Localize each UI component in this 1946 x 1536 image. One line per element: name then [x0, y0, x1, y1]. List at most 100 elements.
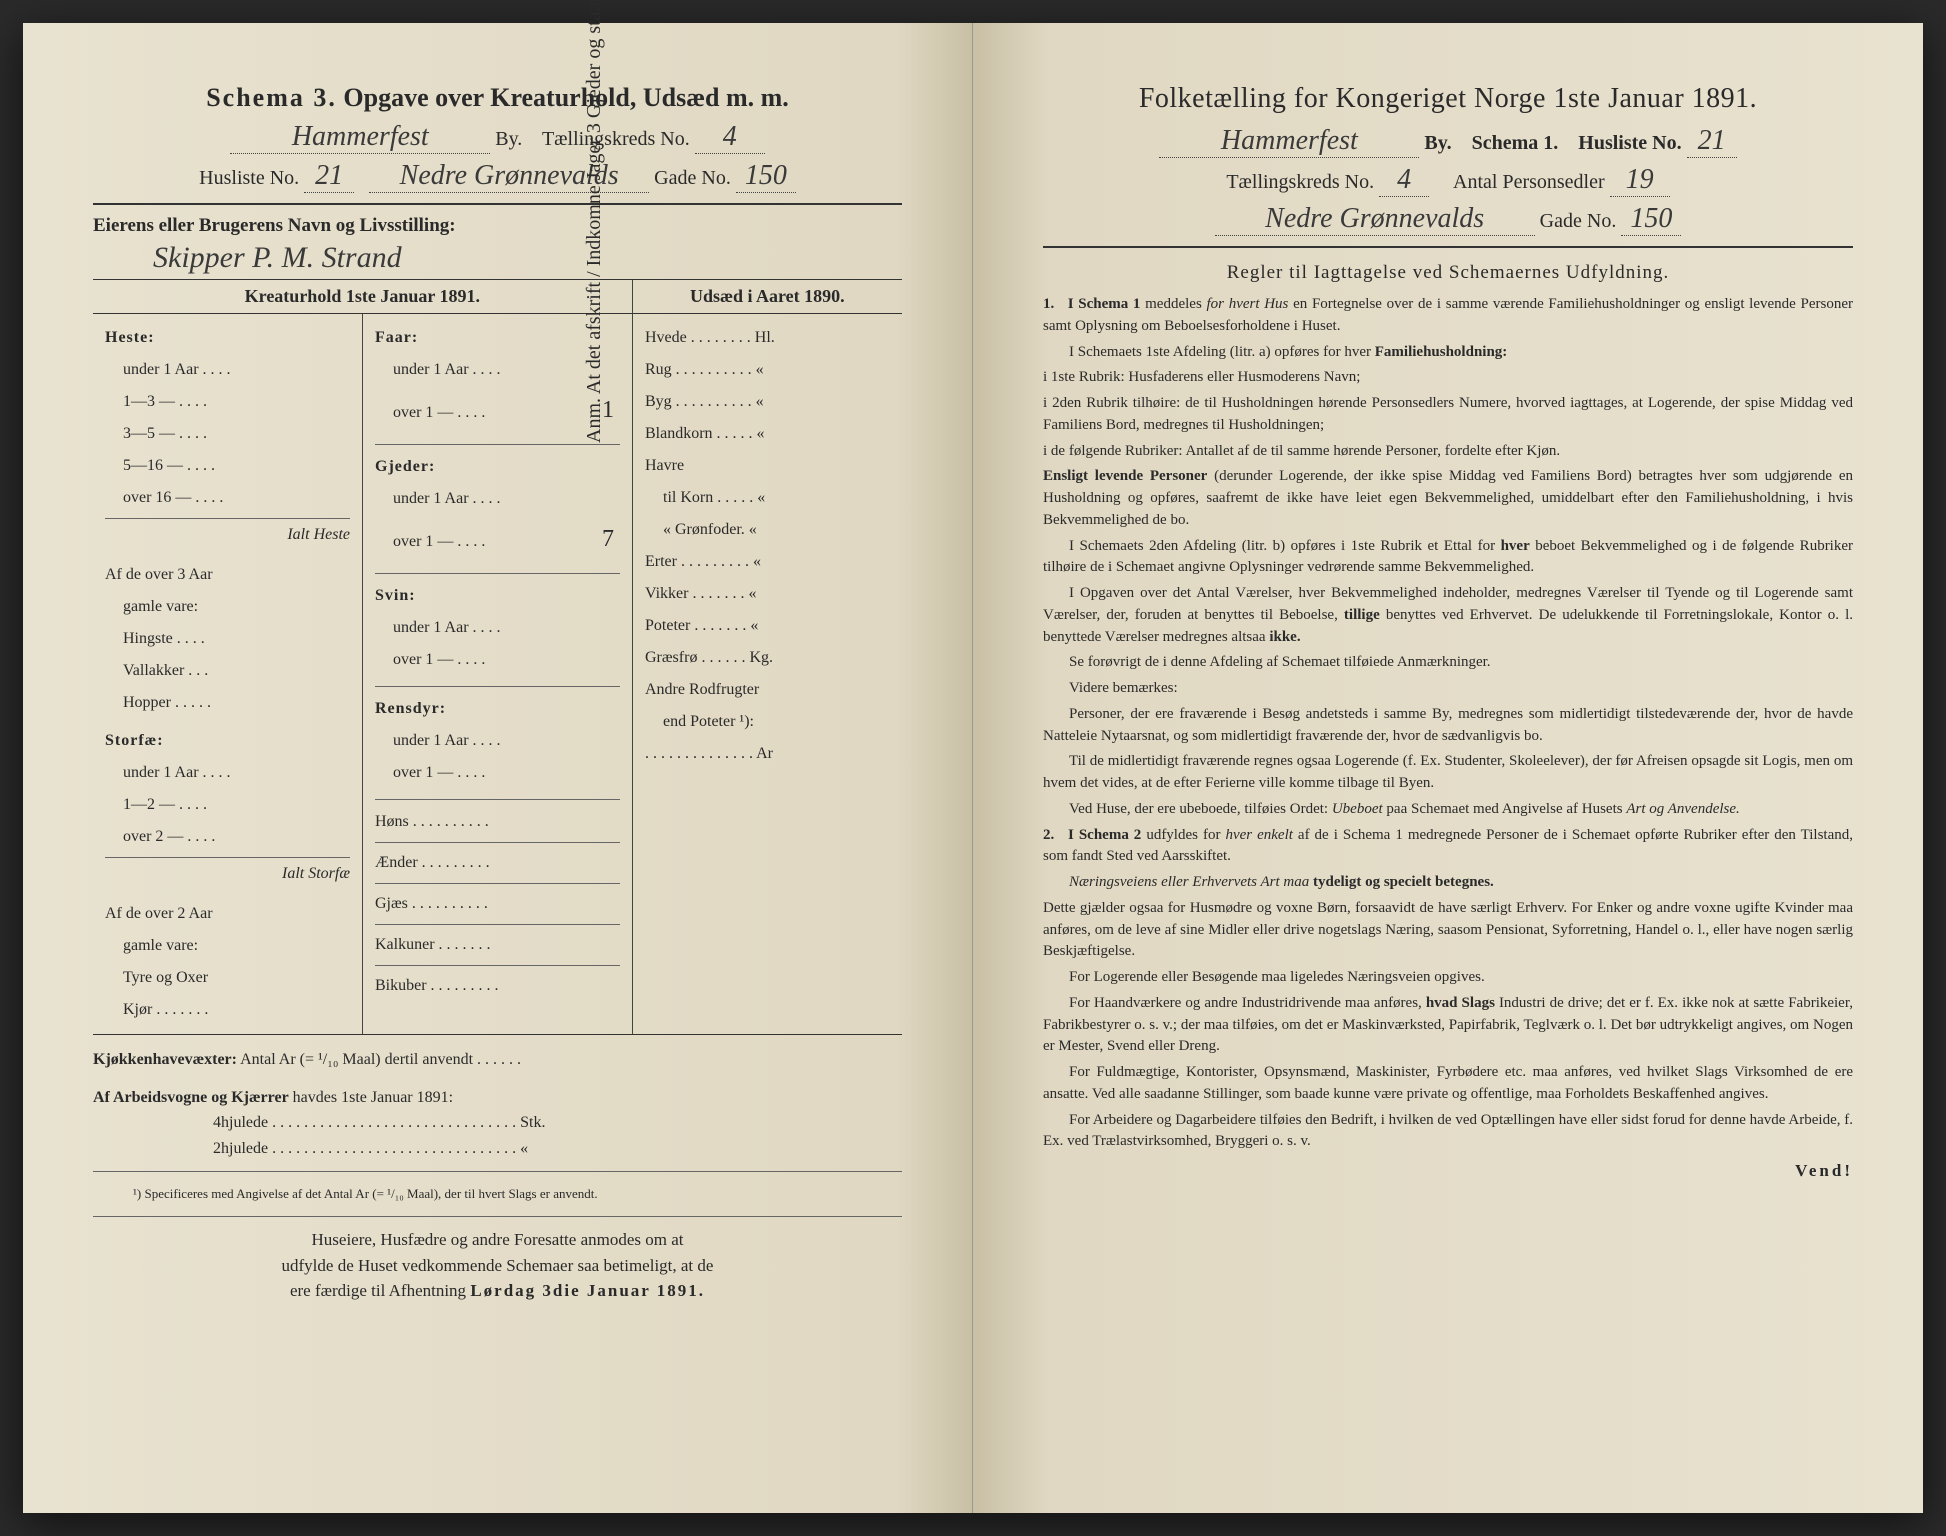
r-antal-value: 19: [1610, 164, 1670, 197]
gjeder-o1: over 1 — . . . .: [393, 526, 485, 558]
r1a: I Schema 1: [1068, 296, 1141, 312]
r1x: Ubeboet: [1332, 801, 1383, 817]
r-gade-handwritten: Nedre Grønnevalds: [1215, 203, 1535, 236]
right-kreds-line: Tællingskreds No. 4 Antal Personsedler 1…: [1043, 164, 1853, 197]
footnote-text: Specificeres med Angivelse af det Antal …: [144, 1186, 597, 1201]
r1b: meddeles: [1145, 296, 1202, 312]
by-label: By.: [495, 128, 522, 150]
r1e-p: I Schemaets 1ste Afdeling (litr. a) opfø…: [1043, 342, 1853, 364]
rensdyr-head: Rensdyr:: [375, 686, 620, 725]
andre-rod: Andre Rodfrugter: [645, 674, 890, 706]
byg: Byg . . . . . . . . . . «: [645, 386, 890, 418]
gamle-vare2: gamle vare:: [105, 930, 350, 962]
right-by-line: Hammerfest By. Schema 1. Husliste No. 21: [1043, 125, 1853, 158]
svin-o1: over 1 — . . . .: [375, 644, 620, 676]
havre: Havre: [645, 450, 890, 482]
husliste-line: Husliste No. 21 Nedre Grønnevalds Gade N…: [93, 160, 902, 193]
closing2: udfylde de Huset vedkommende Schemaer sa…: [282, 1256, 714, 1275]
arbeids-label: Af Arbeidsvogne og Kjærrer: [93, 1089, 289, 1106]
r1u-p: Personer, der ere fraværende i Besøg and…: [1043, 704, 1853, 748]
r-schema-label: Schema 1.: [1472, 132, 1559, 154]
r2j: hvad Slags: [1426, 995, 1495, 1011]
kjor: Kjør . . . . . . .: [105, 994, 350, 1026]
storfae-head: Storfæ:: [105, 725, 350, 757]
poteter: Poteter . . . . . . . «: [645, 610, 890, 642]
census-title: Folketælling for Kongeriget Norge 1ste J…: [1043, 83, 1853, 115]
bikuber: Bikuber . . . . . . . . .: [375, 965, 620, 1002]
svin-head: Svin:: [375, 573, 620, 612]
r1c: for hvert Hus: [1207, 296, 1289, 312]
rules-title: Regler til Iagttagelse ved Schemaernes U…: [1043, 262, 1853, 284]
arbeids-block: Af Arbeidsvogne og Kjærrer havdes 1ste J…: [93, 1085, 902, 1162]
right-gade-line: Nedre Grønnevalds Gade No. 150: [1043, 203, 1853, 236]
r1o-p: I Opgaven over det Antal Værelser, hver …: [1043, 583, 1853, 648]
right-page-schema1: Folketælling for Kongeriget Norge 1ste J…: [973, 23, 1923, 1513]
heste-o16: over 16 — . . . .: [105, 482, 350, 514]
r1s-p: Se forøvrigt de i denne Afdeling af Sche…: [1043, 652, 1853, 674]
r-antal-label: Antal Personsedler: [1453, 171, 1605, 193]
gjeder-o1-row: over 1 — . . . . 7: [375, 515, 620, 563]
r1j-p: Ensligt levende Personer (derunder Loger…: [1043, 466, 1853, 531]
r1j: Ensligt levende Personer: [1043, 468, 1207, 484]
margin-handwritten-note: Anm. At det afskrift / Indkomne Jager 3 …: [583, 0, 606, 443]
r1z: Art og Anvendelse.: [1626, 801, 1739, 817]
r1f: Familiehusholdning:: [1375, 344, 1508, 360]
footnote: ¹) Specificeres med Angivelse af det Ant…: [133, 1186, 902, 1202]
heste-head: Heste:: [105, 322, 350, 354]
r-gade-value: 150: [1621, 203, 1681, 236]
r-husliste-value: 21: [1687, 125, 1737, 158]
r2b: udfyldes for: [1146, 827, 1220, 843]
r1w: Ved Huse, der ere ubeboede, tilføies Ord…: [1069, 801, 1328, 817]
af2aar: Af de over 2 Aar: [105, 898, 350, 930]
header-divider: [93, 203, 902, 205]
schema3-title-row: Schema 3. Opgave over Kreaturhold, Udsæd…: [93, 83, 902, 113]
r1v-p: Til de midlertidigt fraværende regnes og…: [1043, 751, 1853, 795]
gjeder-o1-val: 7: [596, 515, 620, 563]
r1l: I Schemaets 2den Afdeling (litr. b) opfø…: [1069, 538, 1495, 554]
husliste-label: Husliste No.: [199, 167, 299, 189]
r2h-p: For Logerende eller Besøgende maa ligele…: [1043, 967, 1853, 989]
by-handwritten: Hammerfest: [230, 121, 490, 154]
r-by-handwritten: Hammerfest: [1159, 125, 1419, 158]
storf-12: 1—2 — . . . .: [105, 789, 350, 821]
vikker: Vikker . . . . . . . «: [645, 578, 890, 610]
r2g-p: Dette gjælder ogsaa for Husmødre og voxn…: [1043, 898, 1853, 963]
vend-label: Vend!: [1043, 1161, 1853, 1181]
closing1: Huseiere, Husfædre og andre Foresatte an…: [312, 1230, 684, 1249]
by-line: Hammerfest By. Tællingskreds No. 4: [93, 121, 902, 154]
arbeids-text: havdes 1ste Januar 1891:: [293, 1089, 453, 1106]
left-page-schema3: Schema 3. Opgave over Kreaturhold, Udsæd…: [23, 23, 973, 1513]
r2e-p: Næringsveiens eller Erhvervets Art maa t…: [1043, 872, 1853, 894]
gade-label: Gade No.: [654, 167, 731, 189]
schema3-title: Opgave over Kreaturhold, Udsæd m. m.: [343, 83, 788, 112]
blandkorn: Blandkorn . . . . . «: [645, 418, 890, 450]
r1p: tillige: [1344, 607, 1380, 623]
hjul4: 4hjulede . . . . . . . . . . . . . . . .…: [93, 1110, 902, 1136]
erter: Erter . . . . . . . . . «: [645, 546, 890, 578]
vallakker: Vallakker . . .: [105, 655, 350, 687]
husliste-value: 21: [304, 160, 354, 193]
heste-u1: under 1 Aar . . . .: [105, 354, 350, 386]
rules-body: 1. I Schema 1 meddeles for hvert Hus en …: [1043, 294, 1853, 1153]
owner-label-text: Eierens eller Brugerens Navn og Livsstil…: [93, 215, 456, 236]
hons: Høns . . . . . . . . . .: [375, 799, 620, 838]
gade-value: 150: [736, 160, 796, 193]
ialt-storfae: Ialt Storfæ: [105, 857, 350, 890]
kjokken-text: Antal Ar (= ¹/₁₀ Maal) dertil anvendt . …: [240, 1051, 521, 1068]
r-kreds-label: Tællingskreds No.: [1226, 171, 1374, 193]
gronfoder: « Grønfoder. «: [645, 514, 890, 546]
owner-handwritten: Skipper P. M. Strand: [93, 241, 902, 275]
gade-handwritten: Nedre Grønnevalds: [369, 160, 649, 193]
gjeder-head: Gjeder:: [375, 444, 620, 483]
r2a: I Schema 2: [1068, 827, 1141, 843]
r2m-p: For Arbeidere og Dagarbeidere tilføies d…: [1043, 1110, 1853, 1154]
r1m: hver: [1501, 538, 1530, 554]
end-poteter: end Poteter ¹):: [645, 706, 890, 738]
r1h-p: i 2den Rubrik tilhøire: de til Husholdni…: [1043, 393, 1853, 437]
svin-u1: under 1 Aar . . . .: [375, 612, 620, 644]
tyre: Tyre og Oxer: [105, 962, 350, 994]
rens-u1: under 1 Aar . . . .: [375, 725, 620, 757]
r2f: tydeligt og specielt betegnes.: [1313, 874, 1494, 890]
faar-o1: over 1 — . . . .: [393, 397, 485, 429]
r1w-p: Ved Huse, der ere ubeboede, tilføies Ord…: [1043, 799, 1853, 821]
